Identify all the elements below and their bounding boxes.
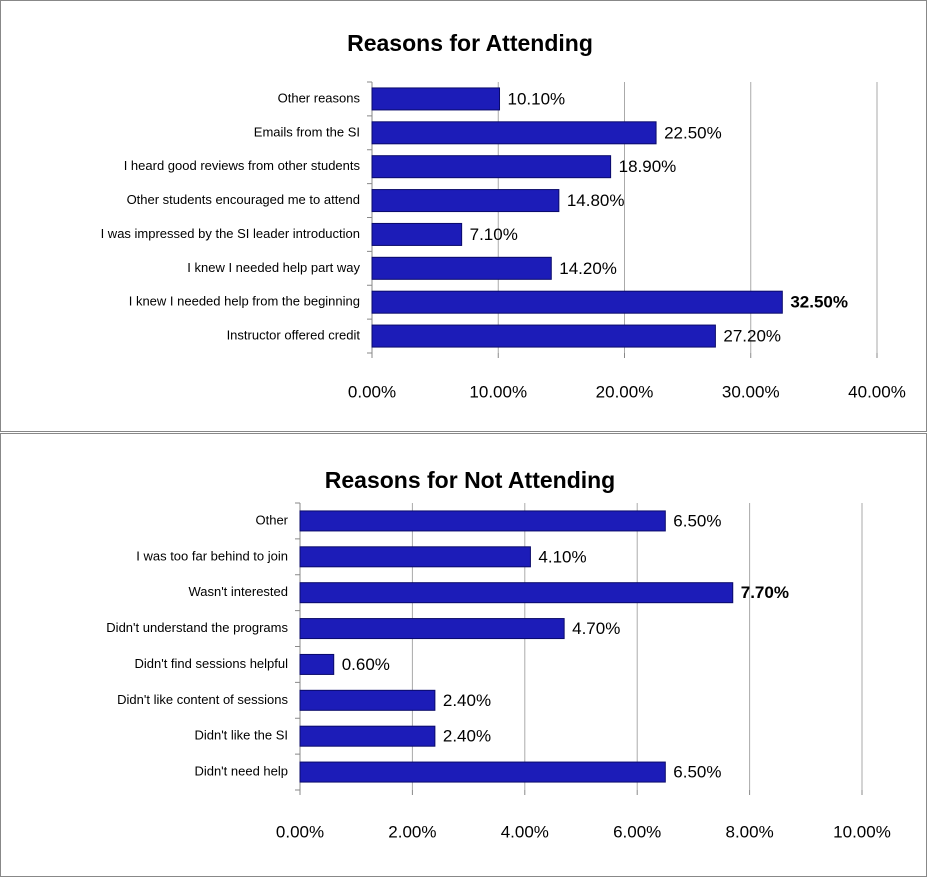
y-tick-label: Other reasons [278,90,361,105]
value-label: 7.70% [741,583,789,602]
bar [299,618,565,640]
y-tick-label: I was too far behind to join [136,548,288,563]
y-tick-label: Didn't like content of sessions [117,692,288,707]
y-tick-label: Other [255,512,288,527]
value-label: 32.50% [790,293,848,312]
y-tick-label: Didn't need help [194,764,288,779]
chart-title: Reasons for Attending [347,30,593,56]
bar [371,290,783,314]
x-tick-label: 6.00% [613,822,661,841]
value-label: 2.40% [443,691,491,710]
y-tick-label: I knew I needed help part way [187,260,360,275]
y-tick-label: Other students encouraged me to attend [127,192,360,207]
chart-frame [0,0,927,432]
bar [299,761,666,783]
chart-title: Reasons for Not Attending [325,467,615,493]
bar [371,256,552,280]
x-tick-label: 0.00% [276,822,324,841]
bar [371,87,501,111]
y-tick-label: Instructor offered credit [227,328,361,343]
bar [371,155,612,179]
y-tick-label: I heard good reviews from other students [124,158,361,173]
value-label: 22.50% [664,123,722,142]
value-label: 14.80% [567,191,625,210]
y-tick-label: I was impressed by the SI leader introdu… [101,226,360,241]
value-label: 4.70% [572,619,620,638]
value-label: 14.20% [559,259,617,278]
value-label: 6.50% [673,511,721,530]
bar [371,121,657,145]
x-tick-label: 10.00% [469,382,527,401]
bar [371,324,716,348]
value-label: 6.50% [673,763,721,782]
bar [371,222,463,246]
value-label: 10.10% [508,89,566,108]
y-tick-label: Didn't like the SI [194,728,288,743]
x-tick-label: 10.00% [833,822,891,841]
bar [299,653,335,675]
bar [371,189,560,213]
value-label: 0.60% [342,655,390,674]
x-tick-label: 2.00% [388,822,436,841]
bar [299,510,666,532]
y-tick-label: I knew I needed help from the beginning [129,294,360,309]
x-tick-label: 8.00% [725,822,773,841]
bar [299,582,734,604]
y-tick-label: Wasn't interested [188,584,288,599]
x-tick-label: 20.00% [596,382,654,401]
value-label: 18.90% [619,157,677,176]
bar [299,725,436,747]
value-label: 7.10% [470,225,518,244]
x-tick-label: 4.00% [501,822,549,841]
x-tick-label: 30.00% [722,382,780,401]
y-tick-label: Didn't understand the programs [106,620,288,635]
y-tick-label: Didn't find sessions helpful [134,656,288,671]
x-tick-label: 0.00% [348,382,396,401]
value-label: 4.10% [538,547,586,566]
y-tick-label: Emails from the SI [254,124,360,139]
value-label: 27.20% [723,327,781,346]
bar [299,546,531,568]
bar [299,689,436,711]
x-tick-label: 40.00% [848,382,906,401]
value-label: 2.40% [443,727,491,746]
